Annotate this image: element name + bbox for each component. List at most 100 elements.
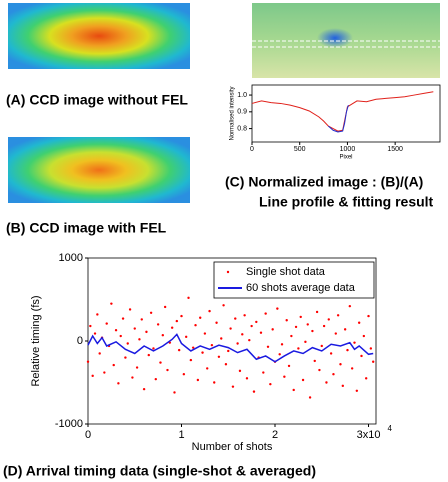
data-point <box>243 314 246 317</box>
x-tick-exponent: 4 <box>388 424 393 433</box>
data-line <box>87 333 374 363</box>
data-point <box>93 332 97 335</box>
y-tick-label: 1000 <box>59 252 83 264</box>
data-point <box>105 322 108 325</box>
data-point <box>248 338 251 342</box>
data-point <box>343 328 347 331</box>
data-point <box>364 377 368 380</box>
data-point <box>236 342 239 345</box>
data-point <box>311 329 314 333</box>
data-point <box>299 315 302 319</box>
data-point <box>329 352 333 355</box>
data-point <box>201 351 204 354</box>
data-point <box>320 344 323 348</box>
data-point <box>266 345 270 349</box>
data-point <box>222 304 225 307</box>
x-tick-label: 1000 <box>340 146 356 153</box>
data-point <box>371 360 375 363</box>
x-tick-label: 0 <box>250 146 254 153</box>
y-tick-label: -1000 <box>55 418 83 430</box>
data-point <box>350 367 354 370</box>
data-point <box>367 314 370 318</box>
caption: (C) Normalized image : (B)/(A) <box>225 174 423 190</box>
data-point <box>262 371 265 374</box>
data-point <box>152 347 155 350</box>
y-tick-label: 0.8 <box>237 125 247 132</box>
data-point <box>318 368 321 372</box>
legend-box <box>213 261 375 299</box>
data-point <box>112 363 115 367</box>
data-point <box>306 323 309 326</box>
data-point <box>159 361 162 364</box>
data-point <box>285 319 288 322</box>
data-point <box>276 307 279 310</box>
data-point <box>182 373 186 376</box>
data-point <box>357 321 361 324</box>
data-point <box>308 396 312 399</box>
data-point <box>313 359 316 363</box>
x-axis-label: Number of shots <box>192 441 273 453</box>
data-point <box>184 335 188 339</box>
data-point <box>325 381 328 384</box>
data-point <box>203 332 207 335</box>
data-point <box>166 368 169 372</box>
data-line <box>328 104 349 133</box>
data-point <box>227 349 230 353</box>
data-point <box>110 302 113 305</box>
data-point <box>278 353 281 356</box>
data-point <box>156 323 160 326</box>
data-point <box>145 330 148 334</box>
data-point <box>114 329 118 332</box>
data-point <box>269 382 272 386</box>
data-point <box>131 376 134 379</box>
data-point <box>322 324 326 328</box>
ccd-image-a <box>8 3 190 69</box>
data-point <box>346 348 349 352</box>
data-point <box>241 333 244 336</box>
data-point <box>119 334 122 338</box>
data-point <box>271 328 274 331</box>
data-point <box>124 356 127 359</box>
y-axis-label: Relative timing (fs) <box>30 295 42 386</box>
y-axis-label: Normalised intensity <box>230 86 236 140</box>
data-point <box>189 358 193 362</box>
data-point <box>91 374 94 378</box>
data-point <box>369 347 373 350</box>
data-point <box>220 337 223 340</box>
data-point <box>154 377 157 381</box>
data-point <box>196 378 200 382</box>
data-line <box>251 91 434 132</box>
data-point <box>149 311 153 314</box>
data-point <box>292 388 295 392</box>
y-tick-label: 0 <box>77 335 83 347</box>
data-point <box>206 367 209 370</box>
data-point <box>96 313 99 316</box>
data-point <box>135 366 139 369</box>
data-point <box>103 371 106 374</box>
data-point <box>217 355 221 358</box>
data-point <box>255 320 258 324</box>
data-point <box>191 346 195 349</box>
data-point <box>133 327 136 330</box>
data-point <box>173 391 176 394</box>
data-point <box>126 342 129 345</box>
y-tick-label: 1.0 <box>237 92 247 99</box>
caption: Line profile & fitting result <box>259 194 434 210</box>
data-point <box>304 340 307 344</box>
data-point <box>208 309 211 313</box>
absorption-spot <box>317 28 353 48</box>
data-point <box>245 377 249 380</box>
data-point <box>301 378 305 382</box>
x-tick-label: 2 <box>272 429 278 441</box>
data-point <box>199 316 202 319</box>
data-point <box>224 363 228 366</box>
data-point <box>283 375 286 378</box>
data-point <box>315 310 319 314</box>
data-point <box>194 324 197 327</box>
data-point <box>163 305 167 309</box>
data-point <box>297 347 300 350</box>
data-point <box>140 318 143 321</box>
ccd-image-b <box>8 137 190 203</box>
caption: (B) CCD image with FEL <box>6 220 167 236</box>
